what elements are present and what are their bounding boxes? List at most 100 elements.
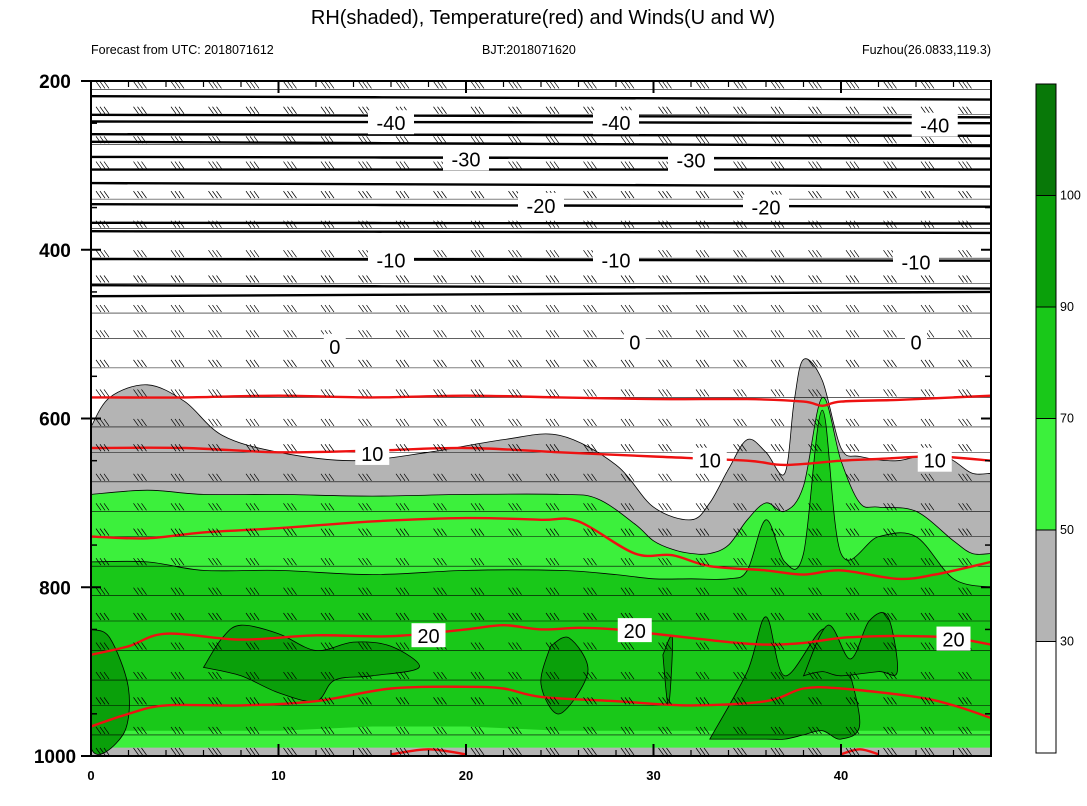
wind-barb — [283, 190, 297, 199]
wind-barb — [395, 726, 410, 735]
wind-barb — [695, 106, 710, 114]
wind-barb — [245, 249, 260, 258]
wind-barb — [883, 503, 897, 511]
wind-barb — [170, 503, 185, 511]
wind-barb — [996, 588, 1009, 595]
wind-barb — [958, 81, 972, 89]
wind-barb — [958, 304, 972, 313]
wind-barb — [170, 275, 185, 283]
wind-barb — [583, 642, 597, 650]
wind-barb — [133, 612, 147, 621]
wind-barb — [283, 81, 297, 89]
wind-barb — [920, 503, 935, 511]
warm-isotherm-label: 10 — [361, 444, 383, 466]
wind-barb — [695, 473, 710, 481]
wind-barb — [245, 190, 260, 199]
wind-barb — [845, 275, 860, 283]
wind-barb — [658, 642, 672, 650]
colorbar-box — [1035, 529, 1057, 642]
wind-barb — [208, 304, 222, 313]
wind-barb — [583, 304, 597, 313]
wind-barb — [358, 161, 372, 169]
warm-isotherm-label: 20 — [942, 630, 964, 652]
wind-barb — [320, 161, 335, 169]
wind-barb — [395, 642, 410, 650]
wind-barb — [958, 190, 972, 199]
cold-isotherm-label-bg — [443, 146, 489, 171]
wind-barb — [283, 697, 297, 705]
wind-barb — [695, 136, 710, 144]
wind-barb — [283, 612, 297, 621]
wind-barb — [770, 389, 785, 397]
wind-barb — [733, 697, 747, 705]
wind-barb — [733, 473, 747, 481]
wind-barb — [583, 330, 597, 338]
wind-barb — [245, 304, 260, 313]
wind-barb — [583, 528, 597, 536]
wind-barb — [808, 747, 822, 756]
wind-barb — [883, 642, 897, 650]
wind-barb — [845, 190, 860, 199]
cold-isotherm-label: -10 — [902, 252, 931, 274]
wind-barb — [133, 81, 147, 89]
wind-barb — [996, 697, 1009, 704]
wind-barb — [958, 136, 972, 144]
cold-isotherm-12 — [91, 284, 991, 290]
wind-barb — [770, 304, 785, 313]
wind-barb — [808, 642, 822, 650]
wind-barb — [958, 671, 972, 680]
cold-isotherm-label: -40 — [920, 116, 949, 138]
wind-barb — [920, 697, 935, 705]
wind-barb — [920, 473, 935, 481]
wind-barb — [133, 190, 147, 199]
wind-barb — [395, 81, 410, 89]
wind-barb — [733, 747, 747, 756]
x-tick-label: 10 — [271, 768, 285, 783]
wind-barb — [508, 747, 522, 756]
wind-barb — [733, 528, 747, 536]
cold-isotherm-11 — [91, 257, 991, 262]
wind-barb — [583, 444, 597, 452]
wind-barb — [433, 587, 447, 595]
wind-barb — [658, 190, 672, 199]
wind-barb — [583, 161, 597, 169]
wind-barb — [545, 359, 560, 368]
wind-barb — [470, 503, 485, 511]
wind-barb — [470, 389, 485, 397]
wind-barb — [95, 747, 110, 756]
wind-barb — [508, 136, 522, 144]
wind-barb — [883, 747, 897, 756]
wind-barb — [170, 161, 185, 169]
wind-barb — [358, 612, 372, 621]
wind-barb — [808, 190, 822, 199]
wind-barb — [433, 81, 447, 89]
wind-barb — [358, 190, 372, 199]
wind-barb — [470, 190, 485, 199]
wind-barb — [958, 359, 972, 368]
y-tick-label: 200 — [39, 72, 71, 93]
wind-barb — [170, 697, 185, 705]
wind-barb — [658, 249, 672, 258]
wind-barb — [283, 106, 297, 114]
wind-barb — [996, 276, 1009, 283]
wind-barb — [808, 389, 822, 397]
forecast-time-label: Forecast from UTC: 2018071612 — [91, 43, 274, 57]
rh-patch-90-3 — [662, 635, 673, 706]
wind-barb — [996, 474, 1009, 481]
wind-barb — [283, 587, 297, 595]
wind-barb — [395, 418, 410, 427]
station-label: Fuzhou(26.0833,119.3) — [862, 43, 991, 57]
wind-barb — [695, 587, 710, 595]
wind-barb — [208, 418, 222, 427]
colorbar-box — [1035, 83, 1057, 196]
wind-barb — [770, 557, 785, 566]
wind-barb — [395, 389, 410, 397]
wind-barb — [320, 359, 335, 368]
wind-barb — [808, 106, 822, 114]
wind-barb — [620, 359, 635, 368]
wind-barb — [95, 220, 110, 228]
wind-barb — [545, 473, 560, 481]
wind-barb — [883, 330, 897, 338]
wind-barb — [433, 473, 447, 481]
wind-barb — [545, 587, 560, 595]
